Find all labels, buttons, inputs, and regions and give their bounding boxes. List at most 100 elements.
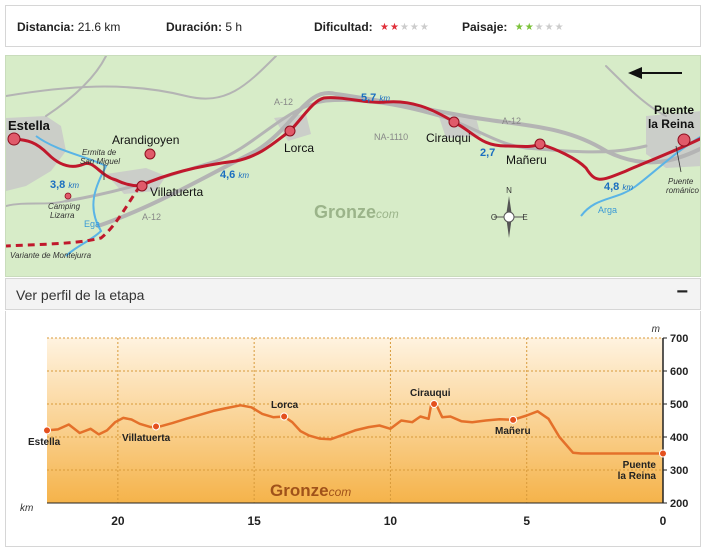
duration-value: 5 h <box>225 20 243 34</box>
x-axis-unit: km <box>20 503 33 514</box>
y-tick-label: 300 <box>670 465 688 477</box>
note-camping-2: Lizarra <box>50 211 75 220</box>
map-notes: Ermita de San Miguel Camping Lizarra Pue… <box>10 148 699 260</box>
rivers <box>35 135 700 257</box>
profile-toggle-bar[interactable]: Ver perfil de la etapa − <box>5 278 701 310</box>
point-label-puente-1: Puente <box>623 460 657 471</box>
compass-e: E <box>522 213 527 222</box>
profile-toggle-label[interactable]: Ver perfil de la etapa <box>16 287 145 303</box>
label-cirauqui: Cirauqui <box>426 131 471 145</box>
note-variante: Variante de Montejurra <box>10 251 92 260</box>
star-icon: ★ <box>524 22 535 33</box>
star-icon: ★ <box>554 22 565 33</box>
road-label-a12-2: A-12 <box>502 116 521 126</box>
point-label-estella: Estella <box>28 437 61 448</box>
route-map-svg: N O E Estella Arandigoyen Villatuerta Lo… <box>6 56 700 260</box>
star-icon: ★ <box>399 22 410 33</box>
marker-arandigoyen <box>144 148 156 160</box>
label-puente-1: Puente <box>654 103 694 117</box>
road-local-4 <box>605 65 667 117</box>
pointer-puente-romanico <box>675 145 682 173</box>
y-tick-label: 500 <box>670 399 688 411</box>
town-point <box>280 412 289 421</box>
river-label-arga: Arga <box>598 205 617 215</box>
point-label-cirauqui: Cirauqui <box>410 388 451 399</box>
label-lorca: Lorca <box>284 141 314 155</box>
pointer-lines <box>103 145 682 180</box>
town-labels: Estella Arandigoyen Villatuerta Lorca Ci… <box>8 103 694 199</box>
marker-maneru <box>534 138 546 150</box>
y-tick-label: 200 <box>670 498 688 510</box>
marker-puente <box>677 133 691 147</box>
road-label-na1110: NA-1110 <box>374 132 408 142</box>
note-camping-1: Camping <box>48 202 81 211</box>
segment-1: 3,8 km <box>50 179 79 191</box>
route-map[interactable]: N O E Estella Arandigoyen Villatuerta Lo… <box>5 55 701 277</box>
difficulty-stars: ★★★★★ <box>380 22 430 33</box>
town-point <box>659 449 667 458</box>
x-tick-label: 5 <box>523 514 530 528</box>
landscape-label: Paisaje: <box>462 20 508 34</box>
y-tick-label: 600 <box>670 366 688 378</box>
landscape-stars: ★★★★★ <box>515 22 565 33</box>
point-label-villatuerta: Villatuerta <box>122 433 171 444</box>
segment-4: 2,7 <box>480 147 495 159</box>
label-estella: Estella <box>8 118 51 133</box>
label-arandigoyen: Arandigoyen <box>112 133 179 147</box>
difficulty-label: Dificultad: <box>314 20 373 34</box>
road-local-3 <box>6 200 67 207</box>
marker-lorca <box>284 125 296 137</box>
plot-background <box>47 338 663 503</box>
road-label-a12-3: A-12 <box>142 212 161 222</box>
river-arga <box>580 136 700 217</box>
star-icon: ★ <box>514 22 525 33</box>
marker-cirauqui <box>448 116 460 128</box>
distance-label: Distancia: <box>17 20 75 34</box>
label-maneru: Mañeru <box>506 153 547 167</box>
urban-estella <box>6 116 66 191</box>
compass-rose-icon: N O E <box>491 186 528 238</box>
profile-watermark: Gronzecom <box>270 481 351 500</box>
marker-camping <box>64 192 72 200</box>
stage-stats-bar: Distancia: 21.6 km Duración: 5 h Dificul… <box>5 5 701 47</box>
town-points <box>43 400 667 458</box>
point-label-lorca: Lorca <box>271 400 299 411</box>
stat-distance: Distancia: 21.6 km <box>17 20 120 34</box>
duration-label: Duración: <box>166 20 223 34</box>
x-tick-label: 15 <box>247 514 261 528</box>
label-puente-2: la Reina <box>648 117 694 131</box>
town-point-labels: Estella Villatuerta Lorca Cirauqui Mañer… <box>28 388 656 482</box>
x-tick-label: 0 <box>660 514 667 528</box>
segment-3: 5,7 km <box>361 92 390 104</box>
y-axis-unit: m <box>652 324 660 335</box>
star-icon: ★ <box>534 22 545 33</box>
town-point <box>430 400 439 408</box>
stat-landscape: Paisaje: ★★★★★ <box>462 20 565 34</box>
town-point <box>152 422 161 431</box>
star-icon: ★ <box>380 22 390 33</box>
stat-duration: Duración: 5 h <box>166 20 242 34</box>
compass-n: N <box>506 186 512 195</box>
road-local-1 <box>6 56 277 100</box>
point-label-maneru: Mañeru <box>495 426 531 437</box>
note-puente-romanico-2: románico <box>666 186 699 195</box>
compass-o: O <box>491 213 497 222</box>
note-ermita-2: San Miguel <box>80 157 120 166</box>
town-markers <box>7 116 691 200</box>
star-icon: ★ <box>419 22 430 33</box>
segment-distances: 3,8 km 4,6 km 5,7 km 2,7 4,8 km <box>50 92 633 193</box>
x-tick-label: 20 <box>111 514 125 528</box>
star-icon: ★ <box>544 22 555 33</box>
marker-villatuerta <box>136 180 148 192</box>
main-route <box>13 96 700 188</box>
collapse-icon[interactable]: − <box>676 281 688 303</box>
road-labels: A-12 A-12 A-12 NA-1110 <box>142 97 521 222</box>
point-label-puente-2: la Reina <box>618 471 657 482</box>
label-villatuerta: Villatuerta <box>150 185 203 199</box>
river-label-ega: Ega <box>84 219 100 229</box>
star-icon: ★ <box>409 22 420 33</box>
note-ermita-1: Ermita de <box>82 148 117 157</box>
roads <box>6 56 700 228</box>
elevation-line <box>46 402 663 455</box>
road-local-2 <box>45 56 107 117</box>
